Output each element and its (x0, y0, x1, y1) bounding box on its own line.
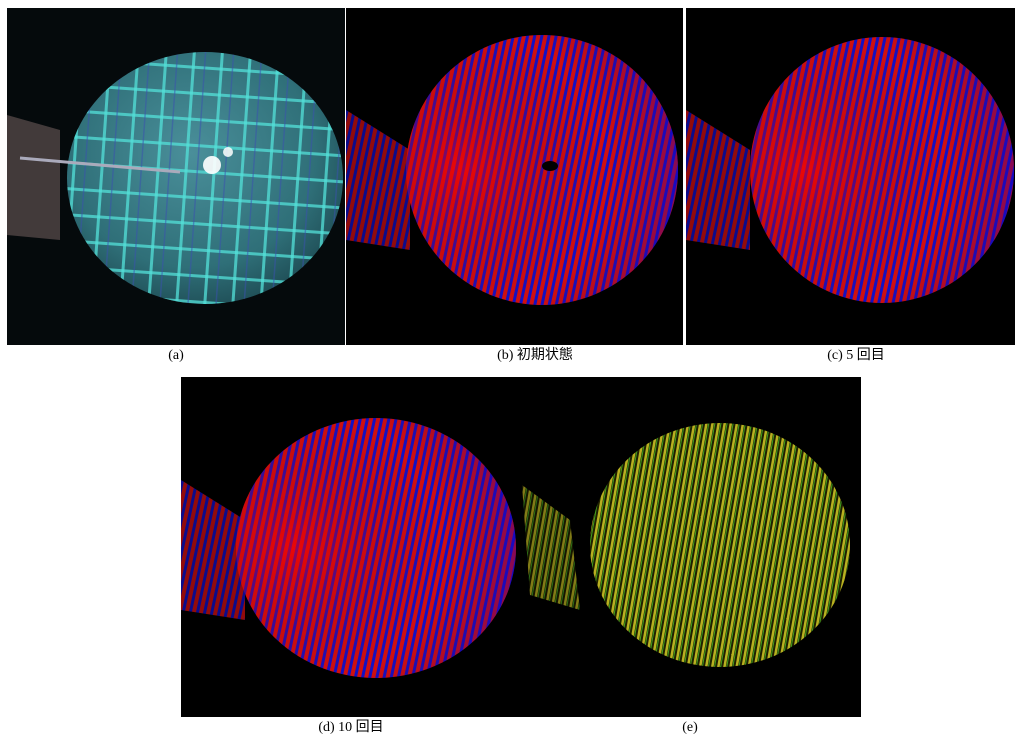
caption: (b) 初期状態 (497, 346, 573, 363)
result-b (346, 8, 683, 345)
caption: (e) (682, 720, 698, 735)
result-c (686, 8, 1015, 345)
result-d (181, 377, 521, 717)
caption: (d) 10 回目 (318, 719, 383, 735)
figure: (a) (b) 初期状態 (c) 5 回目 (d) 10 回目 (e) (0, 0, 1017, 737)
caption: (a) (168, 348, 184, 363)
caption: (c) 5 回目 (827, 347, 885, 363)
photo-a (7, 8, 345, 345)
result-e (521, 377, 861, 717)
page: {"figure": {"panels": [ {"caption": "(a)… (0, 0, 1017, 737)
